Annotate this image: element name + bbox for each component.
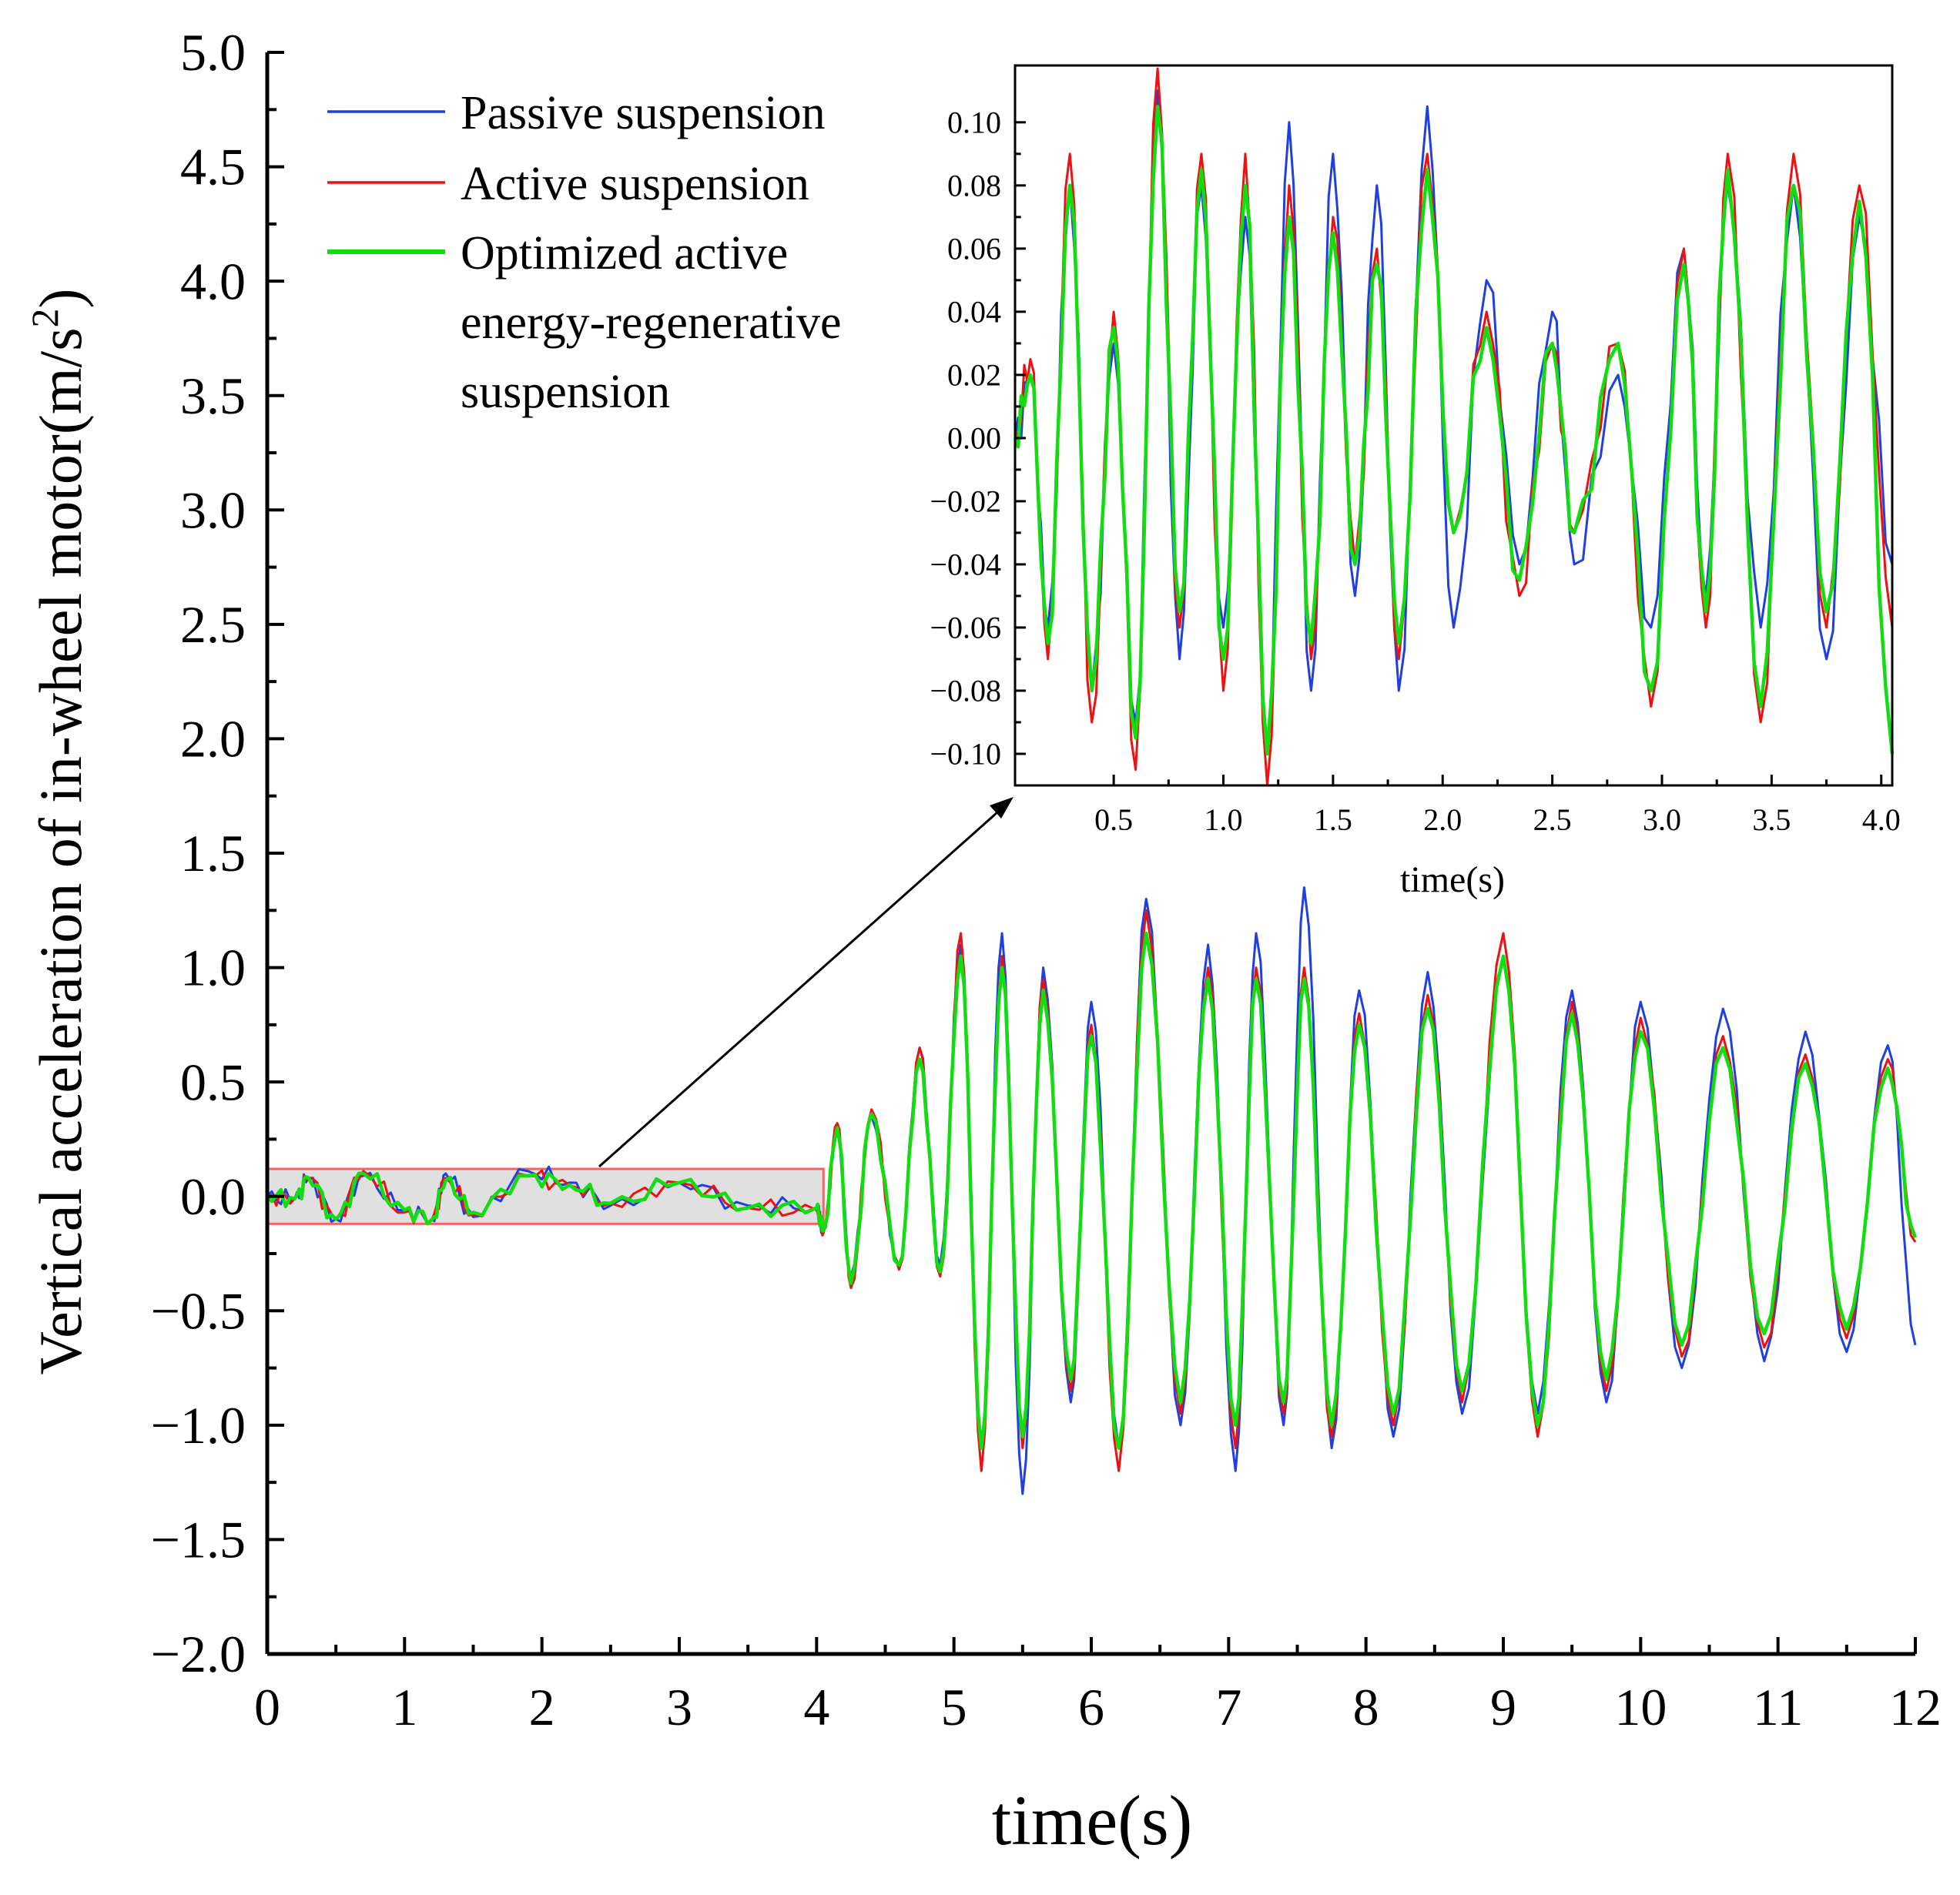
- inset-x-tick-label: 2.5: [1533, 802, 1572, 837]
- y-axis-label-superscript: 2: [23, 308, 66, 327]
- legend-label-line: energy-regenerative: [461, 296, 842, 349]
- zoom-arrow-head: [990, 797, 1014, 819]
- inset-x-tick-label: 1.5: [1314, 802, 1352, 837]
- main-x-tick-label: 4: [803, 1678, 829, 1736]
- x-axis-label: time(s): [992, 1781, 1193, 1860]
- legend-label-line: Optimized active: [461, 227, 788, 280]
- main-x-tick-label: 9: [1490, 1678, 1516, 1736]
- y-axis-label: Vertical acceleration of in-wheel motor(…: [23, 288, 94, 1374]
- zoom-arrow: [598, 797, 1014, 1168]
- main-x-tick-label: 2: [529, 1678, 555, 1736]
- main-chart: −2.0 −1.5 −1.0 −0.5 0.0 0.5 1.0 1.5 2.0 2.5 3.0 3.5…: [23, 23, 1942, 1860]
- legend-entry-active: Active suspension: [327, 158, 809, 210]
- inset-chart: −0.10 −0.08 −0.06 −0.04 −0.02 0.00 0.02 0.04 0.0…: [930, 64, 1901, 900]
- y-axis-label-tail: ): [27, 288, 94, 308]
- inset-axes: −0.10 −0.08 −0.06 −0.04 −0.02 0.00 0.02 0.04 0.0…: [930, 64, 1901, 837]
- main-y-tick-label: 4.5: [180, 138, 246, 196]
- inset-axes-frame: [1014, 64, 1894, 787]
- inset-x-axis-label: time(s): [1400, 859, 1505, 900]
- legend-entry-passive: Passive suspension: [327, 87, 826, 139]
- main-y-tick-label: 1.5: [180, 824, 246, 882]
- main-series-optimized: [266, 931, 1918, 1450]
- main-x-tick-label: 6: [1078, 1678, 1104, 1736]
- legend-entry-optimized: Optimized active energy-regenerative suspe…: [327, 227, 842, 418]
- main-y-tick-label: 0.5: [180, 1053, 246, 1111]
- inset-x-tick-label: 4.0: [1862, 802, 1901, 837]
- legend-label-line: suspension: [461, 366, 670, 418]
- main-y-tick-label: 2.0: [180, 710, 246, 768]
- legend-label: Passive suspension: [461, 87, 826, 139]
- main-y-tick-label: −2.0: [151, 1625, 246, 1683]
- inset-y-tick-label: 0.04: [947, 294, 1001, 329]
- legend-label-line: Passive suspension: [461, 87, 826, 139]
- main-x-tick-label: 10: [1614, 1678, 1667, 1736]
- inset-series-group: [1013, 67, 1895, 787]
- inset-x-tick-label: 0.5: [1094, 802, 1133, 837]
- inset-y-tick-label: 0.08: [947, 168, 1001, 203]
- legend-label-line: Active suspension: [461, 158, 809, 210]
- main-y-tick-label: 4.0: [180, 252, 246, 310]
- main-x-tick-label: 12: [1889, 1678, 1942, 1736]
- inset-y-tick-label: −0.08: [930, 674, 1001, 708]
- legend-label: Active suspension: [461, 158, 809, 210]
- inset-y-tick-label: −0.02: [930, 484, 1001, 519]
- inset-x-tick-label: 3.0: [1643, 802, 1681, 837]
- inset-y-tick-label: 0.10: [947, 105, 1001, 139]
- inset-series-optimized: [1013, 105, 1895, 756]
- main-x-tick-label: 7: [1215, 1678, 1241, 1736]
- inset-y-tick-label: 0.00: [947, 421, 1001, 456]
- legend: Passive suspension Active suspension Optim…: [327, 87, 842, 418]
- main-y-tick-label: 3.0: [180, 480, 246, 539]
- inset-y-tick-label: −0.04: [930, 547, 1001, 582]
- main-y-tick-label: 5.0: [180, 23, 246, 82]
- inset-x-tick-label: 3.5: [1752, 802, 1791, 837]
- main-x-tick-label: 5: [941, 1678, 967, 1736]
- main-x-tick-label: 8: [1353, 1678, 1379, 1736]
- main-y-tick-label: 1.0: [180, 939, 246, 997]
- legend-label: Optimized active energy-regenerative suspe…: [461, 227, 842, 418]
- main-y-tick-label: 3.5: [180, 367, 246, 425]
- main-x-tick-label: 3: [666, 1678, 692, 1736]
- main-axes: −2.0 −1.5 −1.0 −0.5 0.0 0.5 1.0 1.5 2.0 2.5 3.0 3.5…: [151, 23, 1942, 1736]
- inset-y-tick-label: 0.06: [947, 231, 1001, 266]
- inset-background: [1015, 65, 1892, 785]
- inset-y-tick-label: 0.02: [947, 357, 1001, 392]
- inset-x-tick-label: 1.0: [1204, 802, 1243, 837]
- inset-y-tick-label: −0.06: [930, 611, 1001, 645]
- main-x-tick-label: 1: [391, 1678, 417, 1736]
- main-y-tick-label: 2.5: [180, 595, 246, 654]
- main-y-tick-label: 0.0: [180, 1167, 246, 1226]
- main-y-tick-label: −0.5: [151, 1281, 246, 1340]
- inset-x-tick-label: 2.0: [1423, 802, 1462, 837]
- main-x-tick-label: 0: [254, 1678, 280, 1736]
- zoom-arrow-line: [598, 811, 998, 1168]
- main-x-tick-label: 11: [1753, 1678, 1803, 1736]
- main-series-group: [266, 886, 1918, 1495]
- main-y-tick-label: −1.0: [151, 1396, 246, 1455]
- main-y-tick-label: −1.5: [151, 1511, 246, 1569]
- inset-y-tick-label: −0.10: [930, 737, 1001, 772]
